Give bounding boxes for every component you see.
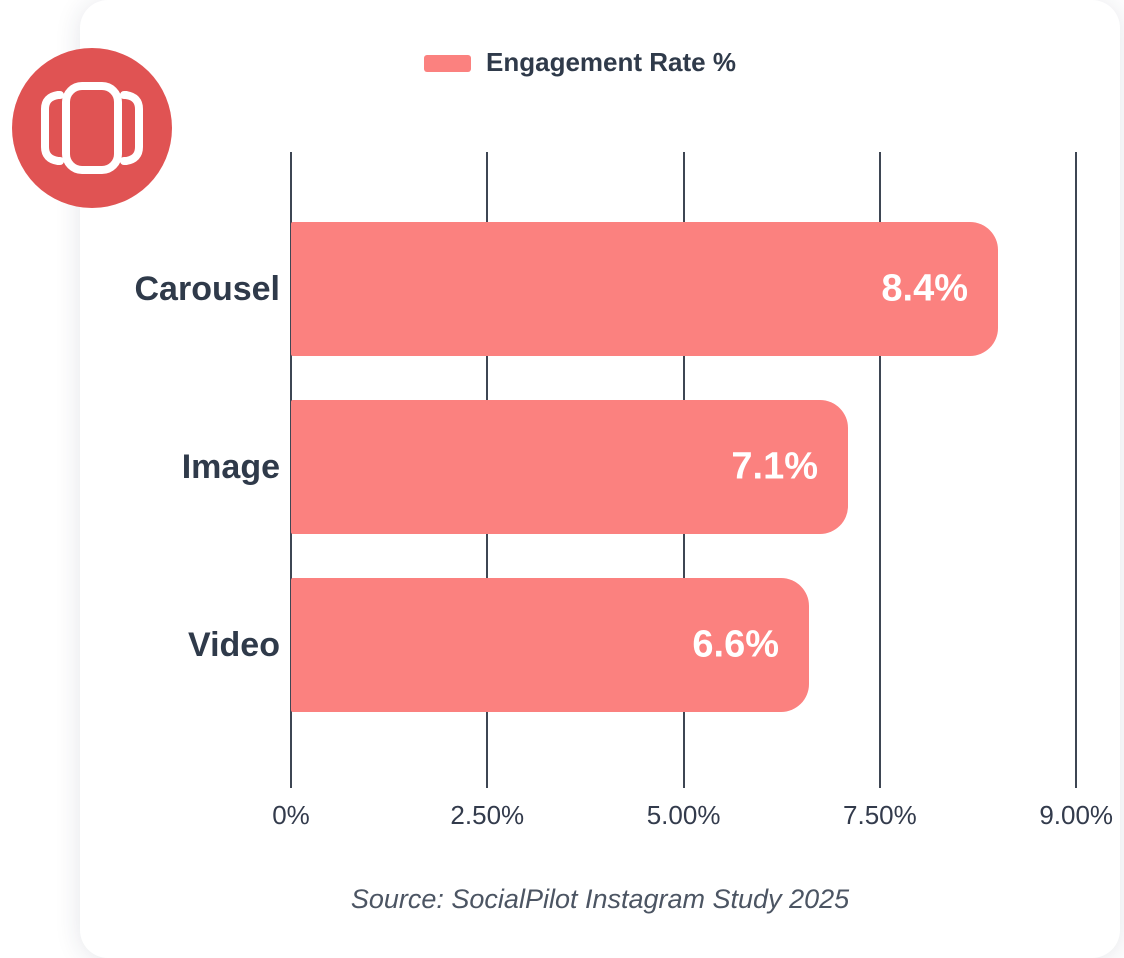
x-tick-label: 9.00%: [1039, 800, 1114, 830]
bar-value-label: 8.4%: [881, 267, 968, 310]
bar-carousel: 8.4%: [291, 222, 998, 356]
gridline: [878, 152, 881, 788]
x-tick-label: 7.50%: [843, 800, 917, 830]
bar-video: 6.6%: [291, 578, 809, 712]
x-tick-label: 2.50%: [450, 800, 525, 830]
bar-value-label: 7.1%: [731, 445, 818, 488]
category-label-carousel: Carousel: [134, 269, 281, 308]
category-label-video: Video: [188, 625, 280, 664]
gridline: [1075, 152, 1078, 788]
carousel-icon: [12, 48, 172, 208]
logo-badge: [12, 48, 172, 208]
bar-image: 7.1%: [291, 400, 848, 534]
bar-value-label: 6.6%: [692, 623, 779, 666]
category-label-image: Image: [181, 447, 280, 486]
legend-color-swatch: [424, 55, 471, 72]
x-tick-label: 5.00%: [646, 800, 721, 830]
legend-label: Engagement Rate %: [486, 47, 736, 77]
x-tick-label: 0%: [272, 800, 310, 830]
source-caption: Source: SocialPilot Instagram Study 2025: [350, 884, 850, 914]
